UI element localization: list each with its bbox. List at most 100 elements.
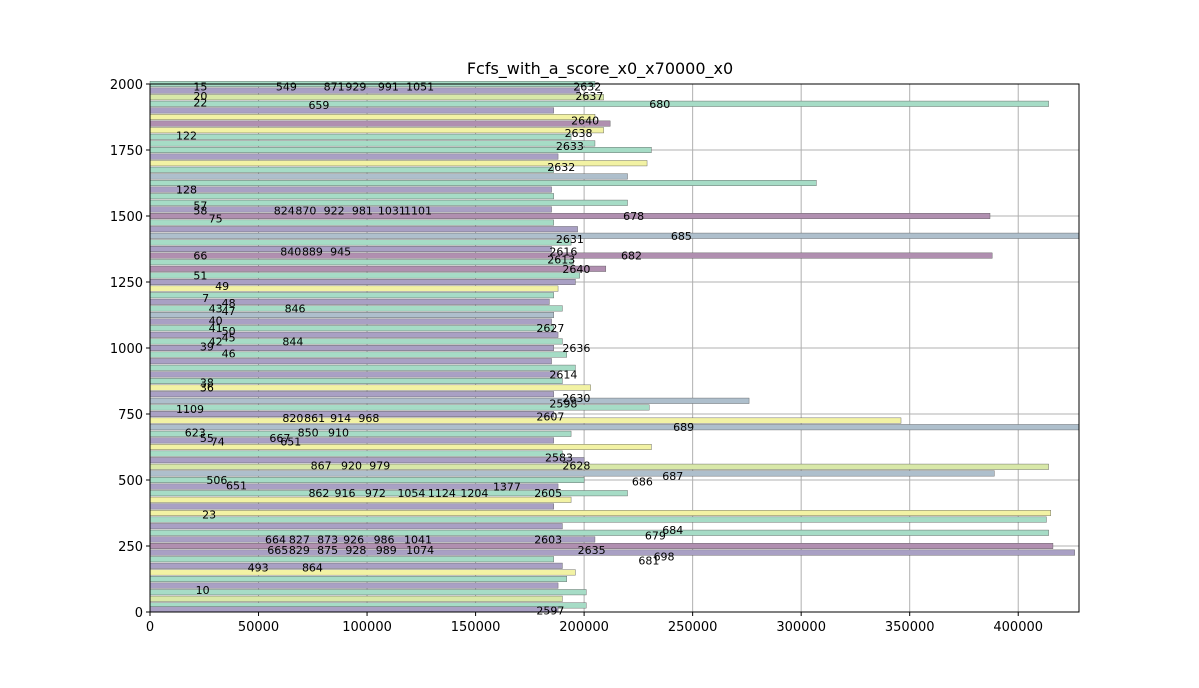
bar (149, 259, 574, 266)
bar (149, 523, 563, 530)
bar-annotation: 2636 (562, 342, 590, 355)
bar-annotation: 867 (311, 459, 332, 472)
bar-annotation: 51 (193, 269, 207, 282)
x-tick-label: 200000 (559, 620, 609, 635)
bar (149, 582, 559, 589)
bar-annotation: 681 (638, 555, 659, 568)
bar (149, 107, 554, 114)
y-ticks: 0 250 500 750 1000 1250 1500 1750 2000 (110, 78, 150, 621)
bar (149, 180, 817, 186)
x-tick-label: 250000 (668, 620, 718, 635)
bar-annotation: 827 (289, 533, 310, 546)
bar (149, 384, 591, 391)
bar (149, 140, 596, 147)
bar (149, 232, 1080, 239)
x-tick-label: 400000 (993, 620, 1043, 635)
bar (149, 576, 567, 582)
bar-annotation: 10 (196, 584, 210, 597)
bar (149, 285, 559, 292)
bar-annotation: 889 (302, 246, 323, 259)
x-ticks: 0 50000 100000 150000 200000 250000 300000 3500… (146, 612, 1043, 635)
y-tick-label: 1750 (110, 144, 143, 159)
bar (149, 457, 585, 464)
bar-annotation: 979 (369, 459, 390, 472)
bar-annotation: 623 (185, 426, 206, 439)
y-tick-label: 2000 (110, 78, 143, 93)
bar-annotation: 820 (282, 412, 303, 425)
bar-annotation: 36 (200, 382, 214, 395)
bar-annotation: 39 (200, 341, 214, 354)
bar-annotation: 824 (274, 205, 295, 218)
y-tick-label: 0 (135, 606, 143, 621)
bar-annotation: 870 (295, 205, 316, 218)
bar-annotation: 986 (374, 533, 395, 546)
bar-annotation: 7 (202, 292, 209, 305)
bar (149, 417, 902, 424)
bar-annotation: 2640 (562, 263, 590, 276)
bar-annotation: 2638 (565, 127, 593, 140)
bar-annotation: 920 (341, 459, 362, 472)
bar-annotation: 972 (365, 487, 386, 500)
bar-annotation: 38 (200, 376, 214, 389)
bar (149, 153, 559, 160)
bar-annotation: 850 (298, 426, 319, 439)
bar (149, 562, 563, 569)
bar-annotation: 23 (202, 508, 216, 521)
bar-annotation: 75 (209, 213, 223, 226)
bar-annotation: 922 (324, 205, 345, 218)
y-tick-label: 1500 (110, 210, 143, 225)
bar-annotation: 2597 (536, 605, 564, 618)
bar-annotation: 875 (317, 544, 338, 557)
bars (149, 81, 1080, 613)
bar-annotation: 2583 (545, 452, 573, 465)
bar-annotation: 1124 (428, 487, 456, 500)
x-tick-label: 50000 (238, 620, 279, 635)
bar-annotation: 945 (330, 246, 351, 259)
bar-annotation: 2607 (536, 411, 564, 424)
x-tick-label: 100000 (342, 620, 392, 635)
x-tick-label: 0 (146, 620, 154, 635)
bar-annotation: 667 (269, 432, 290, 445)
bar-annotation: 686 (632, 475, 653, 488)
bar-annotation: 1051 (406, 81, 434, 94)
bar-annotation: 2598 (549, 397, 577, 410)
bar-annotation: 864 (302, 562, 323, 575)
bar (149, 358, 552, 365)
bar-annotation: 914 (330, 412, 351, 425)
bar-annotation: 659 (308, 99, 329, 112)
bar (149, 265, 607, 272)
bar-annotation: 2635 (578, 544, 606, 557)
bar (149, 272, 580, 279)
bar-annotation: 2616 (549, 246, 577, 259)
bar (149, 463, 1049, 470)
bar (149, 589, 587, 596)
bar-annotation: 846 (285, 302, 306, 315)
bar (149, 292, 554, 299)
bar (149, 166, 554, 173)
bar-annotation: 1377 (493, 481, 521, 494)
bar-annotation: 1101 (404, 205, 432, 218)
bar-annotation: 678 (623, 210, 644, 223)
bar-annotation: 679 (645, 529, 666, 542)
bar-annotation: 871 (324, 81, 345, 94)
bar-annotation: 47 (222, 305, 236, 318)
bar-annotation: 2632 (547, 161, 575, 174)
bar-annotation: 49 (215, 280, 229, 293)
bar-annotation: 1031 (378, 205, 406, 218)
bar-annotation: 651 (280, 436, 301, 449)
bar-annotation: 926 (343, 533, 364, 546)
bar-annotation: 861 (304, 412, 325, 425)
bar-annotation: 2613 (547, 254, 575, 267)
bar (149, 424, 1080, 431)
x-tick-label: 150000 (451, 620, 501, 635)
bar-annotation: 22 (193, 96, 207, 109)
y-tick-label: 750 (118, 408, 143, 423)
bar (149, 173, 628, 180)
bar-annotation: 989 (376, 544, 397, 557)
bar-annotation: 2630 (562, 392, 590, 405)
bar-annotation: 58 (193, 205, 207, 218)
bar (149, 556, 554, 563)
bar-annotation: 2627 (536, 322, 564, 335)
